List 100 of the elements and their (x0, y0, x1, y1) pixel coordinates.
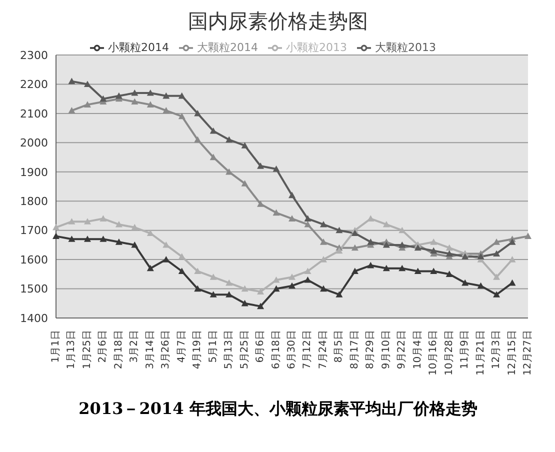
point (336, 226, 343, 234)
point (272, 209, 280, 216)
point (100, 236, 107, 242)
point (194, 110, 202, 116)
point (241, 300, 248, 306)
point (367, 262, 374, 268)
x-tick-label: 10月28日 (444, 330, 455, 376)
point (100, 95, 107, 102)
point (115, 220, 122, 228)
x-tick-label: 11月9日 (460, 330, 471, 370)
point (398, 241, 406, 248)
point (272, 285, 280, 292)
point (336, 247, 343, 254)
point (288, 215, 296, 222)
x-tick-label: 2月18日 (113, 330, 124, 370)
point (52, 224, 60, 230)
point (178, 112, 186, 120)
point (68, 218, 76, 224)
point (351, 230, 358, 236)
x-tick-label: 12月27日 (522, 330, 534, 376)
text: 2013－2014 年我国大、小颗粒尿素平均出厂价格走势 (78, 399, 478, 420)
point (194, 285, 202, 292)
x-tick-label: 7月24日 (318, 330, 329, 370)
point (178, 268, 186, 274)
point (272, 165, 280, 172)
point (493, 291, 500, 298)
y-tick-label: 1700 (20, 224, 48, 238)
point (131, 98, 138, 105)
x-tick-label: 4月19日 (192, 330, 204, 370)
point (146, 230, 154, 236)
x-tick-label: 1月25日 (82, 330, 93, 370)
point (210, 154, 217, 160)
point (414, 268, 422, 274)
point (84, 218, 91, 224)
x-tick-label: 7月12日 (302, 330, 314, 370)
point (446, 270, 453, 277)
point (508, 256, 516, 262)
point (226, 279, 233, 286)
point (131, 224, 138, 230)
y-tick-label: 2300 (20, 48, 48, 62)
point (146, 89, 154, 96)
legend-label: 小颗粒2013 (286, 41, 347, 54)
point (68, 78, 76, 84)
point (414, 244, 422, 251)
point (146, 264, 154, 272)
point (462, 253, 469, 260)
x-tick-label: 5月13日 (224, 330, 235, 370)
point (131, 241, 138, 248)
point (430, 268, 438, 274)
point (115, 92, 122, 99)
point (493, 250, 500, 257)
point (320, 220, 327, 228)
point (382, 220, 390, 228)
point (68, 107, 76, 114)
x-tick-label: 1月13日 (66, 330, 78, 370)
y-tick-label: 1900 (20, 166, 48, 179)
y-tick-label: 2100 (20, 107, 48, 120)
x-tick-label: 9月10日 (380, 330, 392, 370)
x-tick-label: 1月1日 (50, 330, 62, 363)
legend-label: 小颗粒2014 (108, 41, 169, 54)
point (351, 268, 358, 274)
point (398, 226, 406, 234)
x-tick-label: 8月5日 (334, 330, 345, 363)
point (178, 253, 186, 260)
point (430, 247, 438, 254)
x-tick-label: 8月17日 (349, 330, 360, 370)
point (100, 215, 107, 222)
point (162, 92, 170, 99)
x-tick-label: 9月22日 (396, 330, 408, 370)
x-tick-label: 12月3日 (491, 330, 502, 370)
point (288, 282, 296, 289)
point (304, 215, 312, 222)
x-tick-label: 6月18日 (270, 330, 282, 370)
x-tick-label: 6月6日 (255, 330, 266, 363)
point (84, 236, 91, 242)
point (493, 274, 500, 280)
point (52, 232, 60, 239)
point (320, 285, 327, 292)
point (84, 101, 91, 108)
point (210, 127, 217, 134)
x-tick-label: 3月14日 (144, 330, 156, 370)
y-tick-label: 2000 (20, 136, 48, 150)
point (257, 302, 264, 310)
point (241, 180, 248, 186)
point (336, 291, 343, 298)
point (84, 80, 91, 88)
x-tick-label: 5月1日 (208, 330, 219, 363)
point (194, 136, 202, 143)
y-tick-label: 1400 (20, 312, 48, 325)
point (367, 238, 374, 245)
point (257, 162, 264, 169)
x-tick-label: 12月15日 (506, 330, 518, 376)
y-tick-label: 1600 (20, 253, 48, 266)
x-tick-label: 10月4日 (412, 330, 424, 370)
x-tick-label: 3月2日 (129, 330, 140, 363)
point (398, 264, 406, 272)
point (493, 238, 500, 245)
x-tick-label: 5月25日 (239, 330, 250, 370)
point (462, 279, 469, 286)
x-tick-label: 11月21日 (475, 330, 486, 376)
